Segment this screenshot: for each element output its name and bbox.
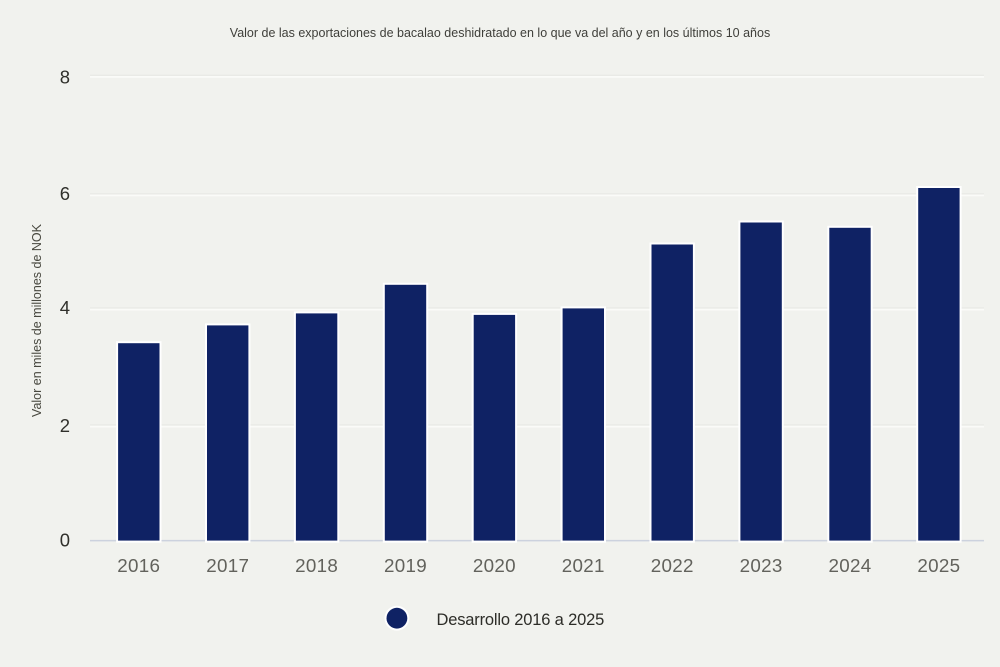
svg-text:2022: 2022 [651,555,694,576]
svg-text:2019: 2019 [384,555,427,576]
svg-text:2016: 2016 [117,555,160,576]
svg-text:Desarrollo 2016 a 2025: Desarrollo 2016 a 2025 [437,611,605,629]
svg-text:2017: 2017 [206,555,249,576]
svg-text:2: 2 [60,415,70,436]
svg-text:Valor en miles de millones de: Valor en miles de millones de NOK [30,223,44,417]
svg-text:2023: 2023 [740,555,783,576]
svg-text:2024: 2024 [829,555,872,576]
svg-text:2025: 2025 [917,555,960,576]
svg-text:4: 4 [60,297,70,318]
svg-text:2020: 2020 [473,555,516,576]
svg-text:0: 0 [60,530,70,551]
svg-text:Valor de las exportaciones de: Valor de las exportaciones de bacalao de… [230,26,770,40]
svg-text:2018: 2018 [295,555,338,576]
svg-text:8: 8 [60,66,70,87]
svg-text:2021: 2021 [562,555,605,576]
svg-text:6: 6 [60,183,70,204]
